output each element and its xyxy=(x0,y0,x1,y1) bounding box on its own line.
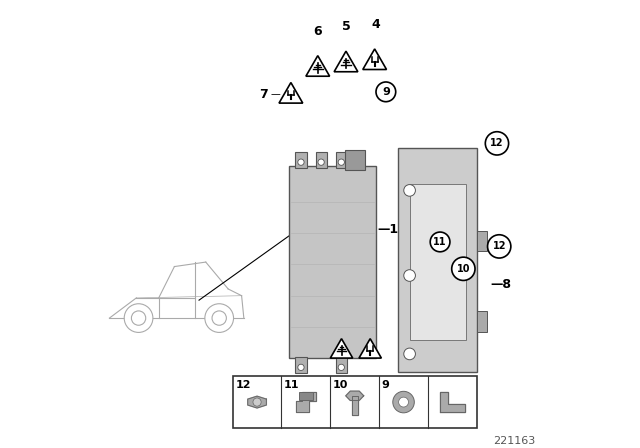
Polygon shape xyxy=(279,82,303,103)
Circle shape xyxy=(430,232,450,252)
Text: 2: 2 xyxy=(366,376,374,390)
Circle shape xyxy=(399,397,408,407)
Circle shape xyxy=(338,364,344,370)
Circle shape xyxy=(488,235,511,258)
Bar xyxy=(233,376,477,428)
Circle shape xyxy=(205,304,234,332)
Circle shape xyxy=(404,348,415,360)
Polygon shape xyxy=(359,339,381,358)
Circle shape xyxy=(452,257,475,280)
Circle shape xyxy=(404,185,415,196)
Text: —1: —1 xyxy=(377,223,398,236)
Text: 11: 11 xyxy=(284,380,300,390)
Text: 6: 6 xyxy=(314,25,322,38)
Text: 9: 9 xyxy=(382,380,390,390)
Polygon shape xyxy=(440,392,465,412)
Circle shape xyxy=(298,159,304,165)
Circle shape xyxy=(212,311,227,325)
Bar xyxy=(316,152,326,168)
Circle shape xyxy=(404,270,415,281)
Bar xyxy=(299,392,313,401)
Text: 10: 10 xyxy=(333,380,348,390)
Text: 9: 9 xyxy=(382,87,390,97)
Text: —: — xyxy=(271,89,280,99)
Text: —8: —8 xyxy=(490,278,511,291)
Polygon shape xyxy=(248,396,266,408)
Text: 221163: 221163 xyxy=(493,436,535,446)
Bar xyxy=(296,357,307,373)
Polygon shape xyxy=(346,391,364,401)
Bar xyxy=(336,357,347,373)
Bar xyxy=(398,148,477,372)
Text: 7: 7 xyxy=(259,87,268,101)
Circle shape xyxy=(393,392,414,413)
Text: 12: 12 xyxy=(236,380,251,390)
Text: 10: 10 xyxy=(456,264,470,274)
Text: 12: 12 xyxy=(492,241,506,251)
Text: 11: 11 xyxy=(433,237,447,247)
Circle shape xyxy=(376,82,396,102)
Bar xyxy=(410,184,466,340)
Polygon shape xyxy=(330,339,353,358)
Bar xyxy=(477,311,486,332)
Circle shape xyxy=(131,311,146,325)
Polygon shape xyxy=(363,49,387,69)
Bar xyxy=(477,231,486,251)
Polygon shape xyxy=(334,51,358,72)
Circle shape xyxy=(338,159,344,165)
Text: 5: 5 xyxy=(342,20,350,34)
Circle shape xyxy=(298,364,304,370)
Bar xyxy=(345,150,365,170)
Text: 12: 12 xyxy=(490,138,504,148)
Polygon shape xyxy=(351,396,358,415)
Bar xyxy=(336,152,347,168)
Bar xyxy=(289,166,376,358)
Circle shape xyxy=(124,304,153,332)
Text: 4: 4 xyxy=(372,18,380,31)
Circle shape xyxy=(253,398,261,406)
Polygon shape xyxy=(296,392,316,412)
Circle shape xyxy=(485,132,509,155)
Circle shape xyxy=(318,159,324,165)
Bar xyxy=(296,152,307,168)
Polygon shape xyxy=(306,56,330,76)
Text: 3: 3 xyxy=(337,376,346,390)
